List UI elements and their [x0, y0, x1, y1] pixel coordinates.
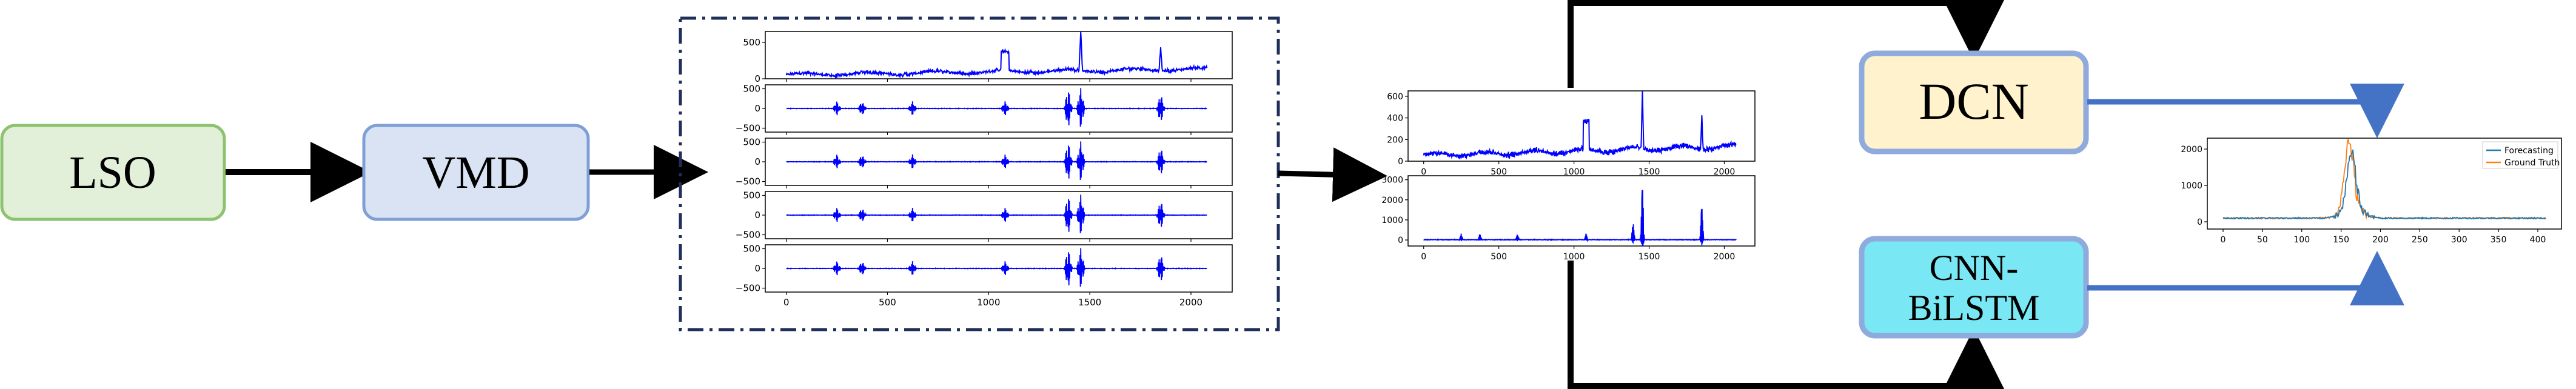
cnn-label-line2: BiLSTM [1908, 288, 2040, 328]
x-tick-label: 400 [2530, 235, 2546, 245]
x-tick-label: 2000 [1714, 252, 1736, 262]
x-tick-label: 0 [1421, 252, 1426, 262]
y-tick-label: 0 [754, 263, 760, 274]
signal-line [786, 88, 1207, 127]
arrow-cnn-result [2087, 251, 2404, 305]
y-tick-label: 0 [754, 210, 760, 221]
x-tick-label: 1500 [1639, 252, 1660, 262]
x-tick-label: 1000 [1563, 167, 1585, 177]
legend-entry: Forecasting [2504, 146, 2554, 156]
x-tick-label: 500 [1491, 167, 1507, 177]
x-tick-label: 150 [2333, 235, 2349, 245]
signal-line [1423, 90, 1737, 160]
x-tick-label: 500 [1491, 252, 1507, 262]
dcn-label: DCN [1919, 72, 2029, 130]
y-tick-label: 0 [2197, 218, 2202, 227]
cnn-label-line1: CNN- [1930, 248, 2019, 288]
y-tick-label: 3000 [1381, 176, 1403, 185]
y-tick-label: 600 [1387, 92, 1403, 102]
y-tick-label: 1000 [2181, 181, 2202, 191]
y-tick-label: 500 [743, 137, 760, 148]
y-tick-label: 500 [743, 244, 760, 254]
y-tick-label: −500 [736, 230, 760, 241]
cnn-bilstm-box: CNN- BiLSTM [1859, 236, 2089, 339]
signal-line [786, 248, 1207, 287]
mode-panel-1: 500 0 [743, 31, 1233, 84]
vmd-box: VMD [362, 124, 590, 221]
forecast-result-chart: 2000 1000 0 0 50 100 150 200 250 300 350 400 Forecas… [2181, 138, 2562, 245]
x-tick-label: 2000 [1714, 167, 1736, 177]
mode-panel-4: 500 0 −500 [736, 190, 1233, 242]
y-tick-label: 0 [1398, 157, 1403, 167]
arrow-dcn-result [2087, 84, 2404, 138]
vmd-label: VMD [422, 147, 529, 198]
x-tick-label: 300 [2451, 235, 2467, 245]
x-tick-label: 0 [1421, 167, 1426, 177]
y-tick-label: 0 [1398, 236, 1403, 245]
y-tick-label: −500 [736, 123, 760, 134]
x-tick-label: 500 [879, 297, 896, 308]
dcn-box: DCN [1859, 50, 2089, 155]
x-tick-label: 2000 [1179, 297, 1202, 308]
y-tick-label: 1000 [1381, 216, 1403, 225]
x-tick-label: 350 [2490, 235, 2507, 245]
x-tick-label: 1000 [1563, 252, 1585, 262]
lso-box: LSO [0, 124, 226, 221]
x-tick-label: 0 [2221, 235, 2226, 245]
x-tick-label: 1000 [977, 297, 1000, 308]
x-tick-label: 250 [2412, 235, 2428, 245]
plot-frame [1407, 175, 1756, 247]
x-tick-label: 200 [2372, 235, 2389, 245]
y-tick-label: 500 [743, 190, 760, 201]
y-tick-label: −500 [736, 176, 760, 187]
y-tick-label: 400 [1387, 114, 1403, 124]
x-tick-label: 50 [2257, 235, 2268, 245]
y-tick-label: 0 [754, 103, 760, 114]
y-tick-label: 500 [743, 84, 760, 95]
x-tick-label: 1500 [1078, 297, 1101, 308]
arrow-component-dcn [1568, 0, 2004, 88]
arrow-component-cnn [1568, 261, 2004, 389]
signal-line [1423, 190, 1737, 247]
y-tick-label: 2000 [1381, 196, 1403, 205]
plot-frame [1407, 90, 1756, 162]
x-tick-label: 100 [2293, 235, 2310, 245]
legend: Forecasting Ground Truth [2482, 141, 2560, 169]
signal-line [786, 194, 1207, 233]
lso-label: LSO [69, 147, 156, 198]
y-tick-label: 2000 [2181, 145, 2202, 155]
mode-panel-2: 500 0 −500 [736, 84, 1233, 135]
legend-entry: Ground Truth [2504, 158, 2560, 168]
y-tick-label: 0 [754, 156, 760, 167]
y-tick-label: 200 [1387, 135, 1403, 145]
mode-panel-3: 500 0 −500 [736, 137, 1233, 188]
arrow-modes-components [1278, 147, 1387, 202]
signal-line [786, 141, 1207, 181]
signal-line [785, 32, 1208, 79]
y-tick-label: 500 [743, 37, 760, 48]
component-panel-2: 3000 2000 1000 0 0 500 1000 1500 2000 [1381, 175, 1756, 262]
forecasting-line [2222, 149, 2546, 220]
mode-panel-5: 500 0 −500 0 500 1000 1500 2000 [736, 244, 1233, 308]
x-tick-label: 0 [783, 297, 790, 308]
x-tick-label: 1500 [1639, 167, 1660, 177]
y-tick-label: −500 [736, 283, 760, 294]
y-tick-label: 0 [754, 73, 760, 84]
